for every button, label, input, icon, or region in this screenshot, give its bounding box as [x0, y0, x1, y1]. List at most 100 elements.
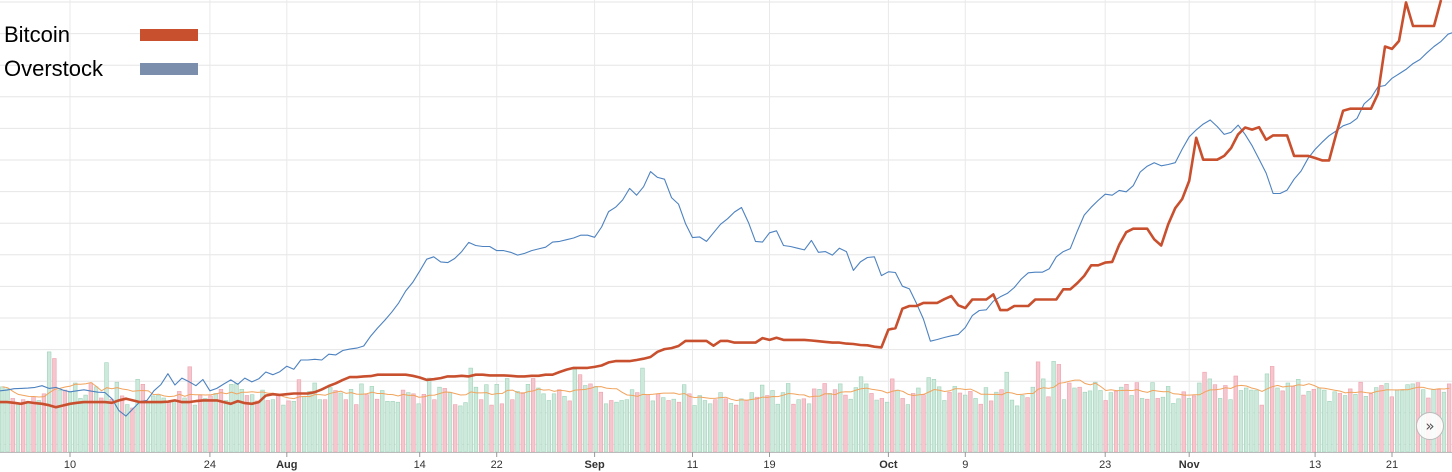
volume-average — [2, 379, 1450, 402]
volume-bar — [484, 384, 489, 453]
volume-bar — [1124, 383, 1129, 453]
volume-bar — [775, 403, 780, 453]
volume-bar — [1275, 387, 1280, 453]
legend: Bitcoin Overstock — [4, 18, 198, 86]
legend-item-overstock: Overstock — [4, 52, 198, 86]
volume-bar — [1389, 396, 1395, 453]
volume-bar — [1082, 391, 1088, 453]
volume-bar — [983, 387, 989, 453]
volume-bar — [588, 383, 593, 453]
volume-bar — [46, 351, 52, 453]
volume-bar — [1238, 390, 1244, 453]
volume-bar — [1056, 364, 1062, 453]
x-tick-label: 9 — [962, 459, 968, 471]
volume-bar — [203, 398, 208, 453]
volume-bar — [1051, 361, 1056, 453]
volume-bar — [31, 396, 36, 453]
volume-bar — [499, 403, 505, 453]
scroll-right-button[interactable]: » — [1416, 412, 1444, 440]
volume-bar — [994, 391, 999, 453]
volume-bar — [666, 400, 671, 453]
volume-bar — [10, 398, 15, 453]
volume-bar — [432, 399, 437, 453]
volume-bar — [1290, 386, 1296, 453]
volume-bar — [1145, 398, 1150, 453]
volume-bar — [832, 389, 838, 453]
volume-bar — [947, 391, 952, 453]
volume-bar — [1348, 388, 1353, 453]
volume-bar — [681, 384, 687, 453]
volume-bar — [1410, 383, 1415, 453]
volume-bar — [255, 400, 260, 453]
volume-bar — [551, 393, 557, 453]
volume-bar — [395, 401, 401, 453]
volume-bar — [1067, 382, 1072, 453]
volume-bar — [905, 404, 911, 453]
volume-bar — [1176, 398, 1181, 453]
volume-bar — [962, 394, 968, 453]
volume-bar — [1311, 388, 1317, 453]
volume-bar — [333, 390, 338, 453]
volume-bar — [1400, 390, 1405, 453]
volume-bar — [452, 404, 458, 453]
volume-bar — [749, 392, 754, 453]
volume-bar — [1327, 400, 1332, 453]
volume-bar — [1285, 382, 1291, 453]
volume-bar — [1046, 396, 1051, 453]
volume-bar — [1249, 389, 1254, 453]
volume-bar — [827, 393, 833, 453]
volume-bar — [619, 400, 624, 453]
legend-item-bitcoin: Bitcoin — [4, 18, 198, 52]
volume-bar — [603, 403, 609, 453]
volume-bar — [1218, 398, 1223, 453]
volume-bar — [125, 404, 130, 453]
volume-bar — [504, 378, 510, 453]
volume-bar — [988, 400, 994, 453]
volume-bar — [718, 392, 723, 453]
volume-bar — [301, 395, 307, 453]
volume-bar — [213, 393, 218, 453]
volume-bar — [1447, 383, 1452, 453]
volume-bar — [296, 379, 302, 453]
volume-bar — [198, 395, 203, 453]
volume-bar — [1061, 399, 1067, 453]
volume-bar — [723, 398, 728, 453]
volume-bar — [270, 399, 276, 453]
volume-bar — [713, 399, 718, 453]
x-tick-label: Nov — [1179, 459, 1201, 471]
volume-bar — [416, 403, 421, 453]
volume-bar — [1301, 394, 1306, 453]
volume-bar — [411, 393, 416, 453]
volume-bar — [406, 392, 411, 453]
volume-bar — [218, 388, 224, 453]
volume-bar — [791, 403, 796, 453]
volume-bar — [114, 381, 120, 453]
volume-bar — [744, 399, 749, 453]
volume-bar — [848, 398, 853, 453]
volume-bar — [817, 388, 822, 453]
volume-bar — [1212, 384, 1218, 453]
volume-bar — [135, 378, 140, 453]
volume-bar — [942, 400, 947, 453]
volume-bar — [957, 392, 963, 453]
volume-bar — [546, 400, 552, 453]
volume-bar — [364, 394, 369, 453]
volume-bar — [187, 366, 192, 453]
volume-bar — [557, 389, 562, 453]
double-chevron-right-icon: » — [1425, 417, 1435, 435]
volume-bar — [510, 399, 515, 453]
volume-bar — [525, 383, 531, 453]
volume-bar — [801, 398, 807, 453]
volume-bar — [15, 403, 21, 453]
volume-bar — [489, 404, 494, 453]
volume-bar — [702, 400, 708, 453]
volume-bar — [1259, 404, 1264, 453]
volume-bar — [1254, 389, 1259, 453]
x-axis: 10 24 Aug 14 22 Sep 11 19 Oct 9 23 Nov 13 21 — [0, 452, 1452, 471]
volume-bar — [640, 367, 645, 453]
volume-bar — [910, 393, 916, 453]
volume-bar — [1353, 393, 1358, 453]
volume-bar — [754, 396, 760, 453]
legend-label-overstock: Overstock — [4, 56, 104, 81]
volume-bar — [275, 393, 281, 453]
